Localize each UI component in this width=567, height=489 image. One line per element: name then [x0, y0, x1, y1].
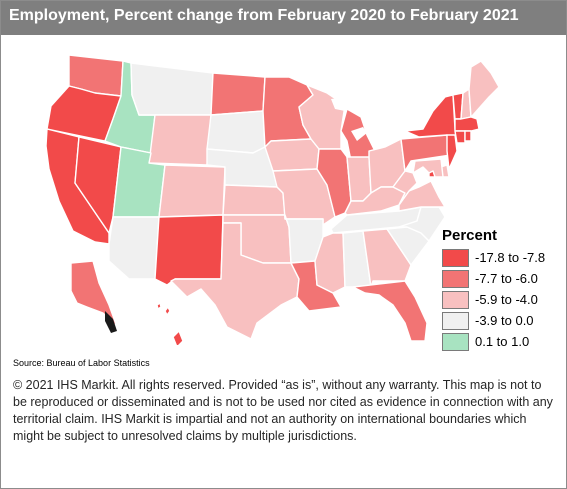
state-tx — [170, 222, 300, 340]
state-hi — [156, 302, 162, 310]
legend-swatch — [442, 332, 469, 351]
lake — [351, 127, 367, 141]
state-in — [346, 156, 372, 202]
state-ks — [222, 184, 286, 216]
state-ri — [464, 130, 472, 142]
state-nd — [210, 72, 266, 116]
state-va — [398, 180, 446, 212]
legend-title: Percent — [442, 227, 498, 244]
lake — [331, 97, 351, 111]
legend-swatch — [442, 311, 469, 330]
alaska-panhandle-coast — [105, 311, 117, 333]
source-note: Source: Bureau of Labor Statistics — [13, 358, 150, 368]
state-md — [412, 158, 444, 178]
state-az — [108, 216, 160, 280]
state-ct — [454, 130, 466, 144]
copyright-notice: © 2021 IHS Markit. All rights reserved. … — [13, 378, 553, 443]
state-me — [468, 60, 500, 118]
state-fl — [352, 280, 428, 342]
lake — [381, 129, 405, 141]
legend-label: 0.1 to 1.0 — [475, 334, 530, 349]
state-nm — [154, 214, 224, 286]
legend-item: -3.9 to 0.0 — [442, 310, 562, 331]
legend-swatch — [442, 269, 469, 288]
legend-swatch — [442, 248, 469, 267]
legend-swatch — [442, 290, 469, 309]
state-nv — [74, 136, 122, 234]
legend-label: -5.9 to -4.0 — [475, 292, 538, 307]
legend-item: -7.7 to -6.0 — [442, 268, 562, 289]
legend: Percent -17.8 to -7.8 -7.7 to -6.0 -5.9 … — [442, 227, 562, 352]
legend-label: -7.7 to -6.0 — [475, 271, 538, 286]
legend-item: 0.1 to 1.0 — [442, 331, 562, 352]
state-dc — [428, 170, 436, 178]
legend-item: -17.8 to -7.8 — [442, 247, 562, 268]
state-nj — [446, 134, 458, 170]
state-wv — [392, 170, 418, 206]
us-state-map — [45, 54, 500, 345]
legend-label: -3.9 to 0.0 — [475, 313, 534, 328]
state-nc — [398, 206, 446, 242]
title-bar: Employment, Percent change from February… — [1, 1, 566, 35]
state-hi — [164, 306, 171, 316]
state-ia — [264, 138, 320, 172]
state-ma — [454, 116, 480, 132]
legend-label: -17.8 to -7.8 — [475, 250, 546, 265]
state-hi — [172, 330, 184, 345]
map-title: Employment, Percent change from February… — [9, 7, 519, 24]
state-mt — [130, 62, 214, 116]
state-wy — [148, 114, 212, 166]
state-co — [158, 164, 226, 218]
legend-item: -5.9 to -4.0 — [442, 289, 562, 310]
state-ms — [314, 232, 346, 294]
state-sd — [206, 110, 266, 154]
